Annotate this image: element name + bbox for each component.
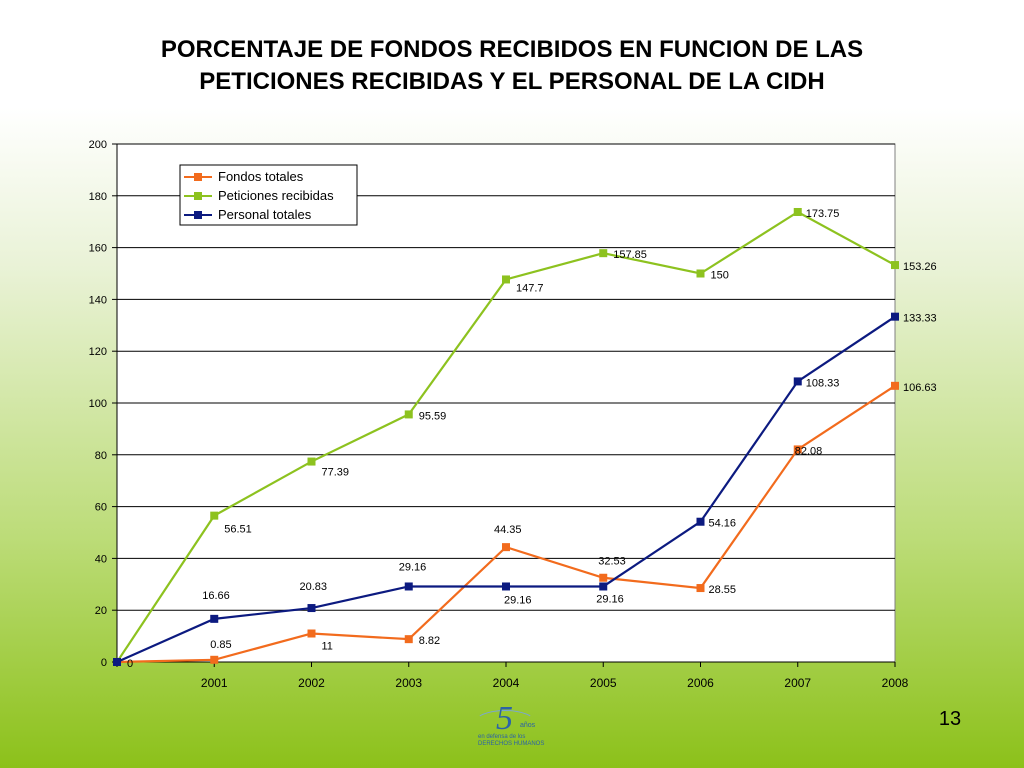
y-tick-label: 20 xyxy=(95,605,107,617)
data-point xyxy=(404,635,413,644)
x-tick-label: 2008 xyxy=(882,676,909,690)
data-point xyxy=(210,614,219,623)
y-tick-label: 180 xyxy=(89,191,107,203)
data-label: 44.35 xyxy=(494,524,522,536)
data-point xyxy=(793,377,802,386)
data-label: 0.85 xyxy=(210,639,231,651)
data-label: 95.59 xyxy=(419,410,447,422)
data-label: 77.39 xyxy=(322,467,350,479)
data-point xyxy=(404,410,413,419)
data-label: 29.16 xyxy=(504,594,532,606)
legend-label: Personal totales xyxy=(218,207,312,222)
data-label: 29.16 xyxy=(399,561,427,573)
title-line-2: PETICIONES RECIBIDAS Y EL PERSONAL DE LA… xyxy=(199,68,825,95)
data-label: 20.83 xyxy=(300,581,328,593)
data-point xyxy=(599,249,608,258)
data-label: 0 xyxy=(127,658,133,670)
cidh-50-years-logo: 5 años en defensa de los DERECHOS HUMANO… xyxy=(470,700,550,750)
data-point xyxy=(696,517,705,526)
data-label: 16.66 xyxy=(202,590,230,602)
data-label: 173.75 xyxy=(806,208,840,220)
page-number: 13 xyxy=(938,708,962,730)
data-label: 147.7 xyxy=(516,282,544,294)
y-tick-label: 100 xyxy=(89,398,107,410)
y-tick-label: 200 xyxy=(89,139,107,151)
x-tick-label: 2001 xyxy=(201,676,228,690)
data-point xyxy=(210,511,219,520)
x-tick-label: 2002 xyxy=(298,676,325,690)
data-label: 28.55 xyxy=(709,584,737,596)
legend-marker xyxy=(194,173,202,181)
x-tick-label: 2006 xyxy=(687,676,714,690)
data-label: 157.85 xyxy=(613,249,647,261)
logo-number: 5 xyxy=(496,700,513,737)
data-point xyxy=(502,543,510,552)
x-tick-label: 2004 xyxy=(493,676,520,690)
slide-title: PORCENTAJE DE FONDOS RECIBIDOS EN FUNCIO… xyxy=(40,34,984,98)
data-point xyxy=(891,312,899,321)
logo-line-1: en defensa de los xyxy=(478,734,526,740)
data-point xyxy=(891,261,899,270)
x-tick-label: 2005 xyxy=(590,676,617,690)
data-label: 54.16 xyxy=(709,518,737,530)
y-tick-label: 80 xyxy=(95,450,107,462)
y-tick-label: 160 xyxy=(89,243,107,255)
x-tick-label: 2003 xyxy=(395,676,422,690)
data-point xyxy=(502,582,510,591)
legend-label: Fondos totales xyxy=(218,169,304,184)
legend-marker xyxy=(194,192,202,200)
logo-line-2: DERECHOS HUMANOS xyxy=(478,741,545,747)
data-point xyxy=(307,629,316,638)
data-point xyxy=(307,604,316,613)
data-point xyxy=(113,658,121,666)
y-tick-label: 60 xyxy=(95,502,107,514)
data-label: 29.16 xyxy=(596,593,624,605)
data-label: 8.82 xyxy=(419,635,440,647)
title-line-1: PORCENTAJE DE FONDOS RECIBIDOS EN FUNCIO… xyxy=(160,36,864,63)
y-tick-label: 140 xyxy=(89,294,107,306)
data-point xyxy=(696,584,705,593)
y-tick-label: 0 xyxy=(101,657,107,669)
data-point xyxy=(891,381,899,390)
data-point xyxy=(793,445,802,454)
logo-arc xyxy=(474,710,536,736)
data-label: 32.53 xyxy=(598,556,626,568)
data-label: 150 xyxy=(711,270,729,282)
data-point xyxy=(599,582,608,591)
data-label: 82.08 xyxy=(795,445,823,457)
data-point xyxy=(599,573,608,582)
data-label: 133.33 xyxy=(903,313,937,325)
data-point xyxy=(696,269,705,278)
data-point xyxy=(307,457,316,466)
y-tick-label: 40 xyxy=(95,553,107,565)
data-label: 56.51 xyxy=(224,524,252,536)
data-label: 108.33 xyxy=(806,377,840,389)
legend-label: Peticiones recibidas xyxy=(218,188,334,203)
data-point xyxy=(502,275,510,284)
data-label: 11 xyxy=(322,641,333,653)
y-tick-label: 120 xyxy=(89,346,107,358)
data-point xyxy=(793,207,802,216)
legend-marker xyxy=(194,211,202,219)
data-point xyxy=(404,582,413,591)
data-point xyxy=(210,655,219,664)
data-label: 153.26 xyxy=(903,261,937,273)
x-tick-label: 2007 xyxy=(784,676,811,690)
logo-years-text: años xyxy=(520,722,536,729)
data-label: 106.63 xyxy=(903,382,937,394)
